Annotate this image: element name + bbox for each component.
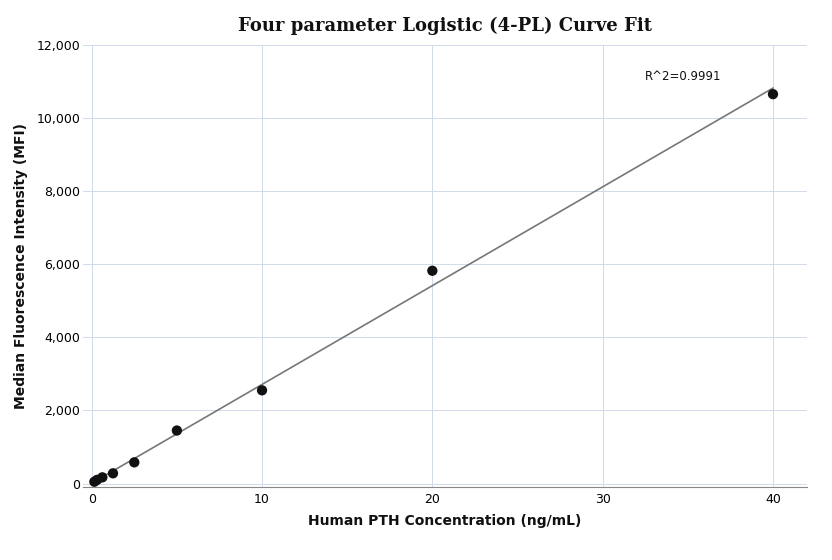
X-axis label: Human PTH Concentration (ng/mL): Human PTH Concentration (ng/mL) xyxy=(309,514,582,528)
Text: R^2=0.9991: R^2=0.9991 xyxy=(646,71,721,83)
Point xyxy=(255,386,269,395)
Y-axis label: Median Fluorescence Intensity (MFI): Median Fluorescence Intensity (MFI) xyxy=(14,123,28,409)
Point xyxy=(96,473,109,482)
Point xyxy=(766,90,780,99)
Point xyxy=(91,475,104,484)
Point xyxy=(426,266,439,275)
Point xyxy=(87,477,101,486)
Title: Four parameter Logistic (4-PL) Curve Fit: Four parameter Logistic (4-PL) Curve Fit xyxy=(238,17,652,35)
Point xyxy=(171,426,184,435)
Point xyxy=(106,469,120,478)
Point xyxy=(127,458,141,467)
